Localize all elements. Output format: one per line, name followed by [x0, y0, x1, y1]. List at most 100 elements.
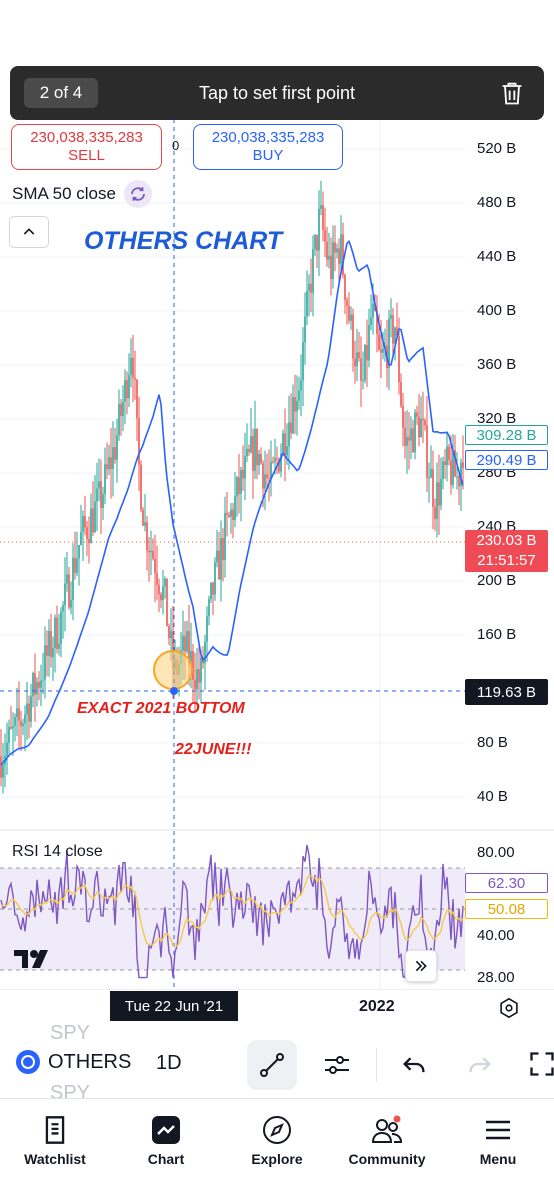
candle-body [206, 616, 208, 642]
candle-body [350, 314, 352, 321]
candle-body [2, 764, 4, 778]
candle-body [100, 481, 102, 508]
candle-body [414, 412, 416, 453]
sma-legend[interactable]: SMA 50 close [12, 180, 152, 208]
date-annotation[interactable]: 22JUNE!!! [175, 741, 252, 758]
symbol-name: OTHERS [48, 1050, 132, 1073]
candle-body [454, 450, 456, 477]
last-price: 230.03 B [476, 532, 537, 549]
sma-tag-low: 290.49 B [465, 450, 548, 470]
compass-icon [263, 1116, 291, 1144]
candle-body [112, 447, 114, 470]
candle-body [166, 578, 168, 627]
candle-body [230, 509, 232, 517]
candle-body [88, 539, 90, 543]
candle-body [346, 299, 348, 306]
candle-body [344, 274, 346, 300]
candle-body [186, 631, 188, 652]
candle-body [306, 290, 308, 317]
candle-body [354, 358, 356, 367]
collapse-legend-button[interactable] [9, 216, 49, 248]
nav-menu-label: Menu [479, 1151, 517, 1167]
buy-price: 230,038,335,283 [211, 129, 325, 146]
candle-body [238, 477, 240, 494]
chart-title-annotation[interactable]: OTHERS CHART [84, 227, 283, 255]
candle-body [304, 316, 306, 342]
candle-body [270, 461, 272, 479]
candle-body [108, 457, 110, 470]
sell-button[interactable]: 230,038,335,283 SELL [11, 124, 162, 170]
candle-body [144, 522, 146, 526]
candle-body [278, 459, 280, 472]
candle-body [460, 462, 462, 487]
symbol-logo-icon [16, 1050, 40, 1074]
candle-body [452, 450, 454, 485]
nav-chart[interactable]: Chart [111, 1099, 221, 1179]
candle-body [146, 522, 148, 551]
candle-body [60, 611, 62, 644]
fullscreen-icon[interactable] [528, 1050, 554, 1078]
price-chart[interactable] [0, 120, 554, 990]
candle-body [72, 557, 74, 600]
buy-button[interactable]: 230,038,335,283 BUY [193, 124, 343, 170]
candle-body [372, 303, 374, 318]
candle-body [254, 429, 256, 471]
nav-community[interactable]: Community [332, 1099, 442, 1179]
candle-body [328, 255, 330, 260]
trash-icon[interactable] [498, 79, 526, 107]
candle-body [248, 448, 250, 453]
candle-body [0, 756, 2, 778]
candle-body [20, 720, 22, 727]
chart-icon [152, 1116, 180, 1144]
candle-body [438, 482, 440, 506]
nav-explore[interactable]: Explore [222, 1099, 332, 1179]
candle-body [18, 708, 20, 721]
bottom-annotation[interactable]: EXACT 2021 BOTTOM [77, 700, 245, 717]
trendline-icon [260, 1053, 284, 1077]
undo-icon[interactable] [400, 1050, 428, 1078]
settings-hexagon-icon[interactable] [498, 997, 520, 1019]
indicator-settings-icon[interactable] [322, 1050, 352, 1080]
scroll-to-realtime-button[interactable] [405, 950, 437, 982]
candle-body [444, 461, 446, 465]
candle-body [294, 397, 296, 412]
candle-body [30, 696, 32, 722]
redo-icon[interactable] [466, 1050, 494, 1078]
double-chevron-right-icon [415, 960, 427, 972]
nav-watchlist[interactable]: Watchlist [0, 1099, 110, 1179]
menu-icon [486, 1120, 510, 1140]
candle-body [188, 631, 190, 665]
candle-body [106, 464, 108, 470]
candle-body [396, 327, 398, 336]
candle-body [424, 420, 426, 426]
candle-body [34, 673, 36, 695]
candle-body [150, 550, 152, 553]
loading-icon[interactable] [123, 180, 152, 208]
rsi-legend[interactable]: RSI 14 close [12, 843, 103, 860]
candle-body [130, 357, 132, 375]
candle-body [168, 626, 170, 639]
candle-body [326, 241, 328, 260]
candle-body [420, 418, 422, 438]
candle-body [300, 380, 302, 391]
candle-body [64, 583, 66, 606]
candle-body [388, 318, 390, 369]
tradingview-logo-icon [14, 950, 48, 968]
rsi-tag: 62.30 [465, 873, 548, 893]
interval-selector[interactable]: 1D [156, 1052, 182, 1074]
candle-body [410, 428, 412, 441]
nav-menu[interactable]: Menu [443, 1099, 553, 1179]
candle-body [330, 255, 332, 280]
candle-body [224, 512, 226, 561]
symbol-selector[interactable]: OTHERS [16, 1050, 131, 1074]
candle-body [24, 714, 26, 724]
drawing-tool-button[interactable] [247, 1040, 297, 1090]
candle-body [338, 248, 340, 264]
nav-community-label: Community [348, 1151, 426, 1167]
candle-body [312, 249, 314, 293]
candle-body [82, 516, 84, 533]
candle-body [262, 463, 264, 489]
candle-body [44, 645, 46, 680]
price-axis-label: 320 B [477, 410, 517, 427]
chart-grid [0, 148, 465, 798]
